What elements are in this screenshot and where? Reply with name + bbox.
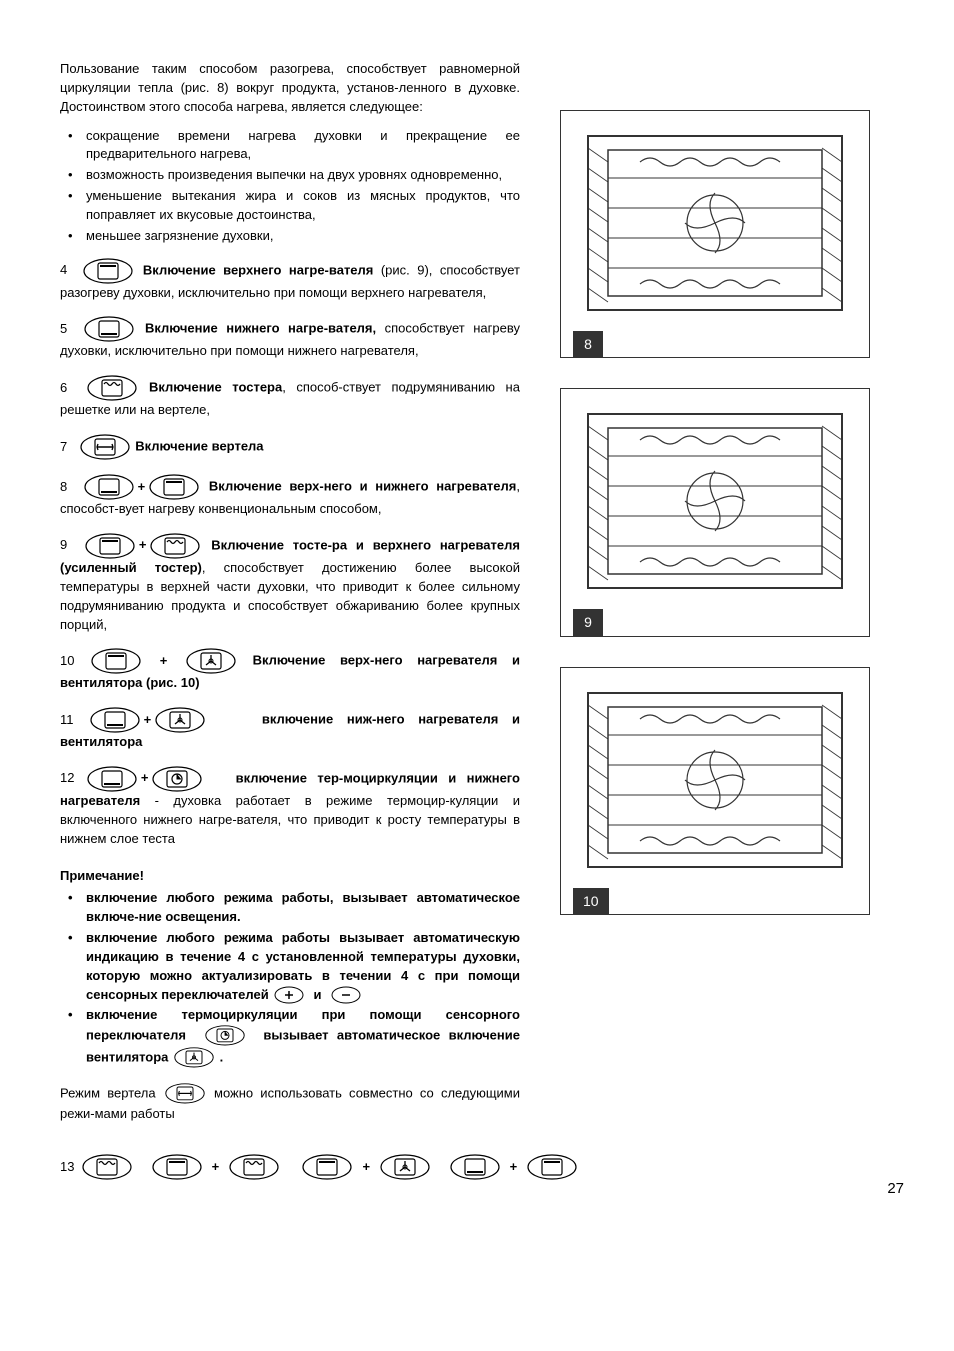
minus-button-icon [331,986,361,1004]
page-number: 27 [887,1178,904,1200]
plus-icon: + [510,1158,518,1177]
figure-label: 9 [573,609,603,635]
bottom-heat-icon [87,766,137,792]
top-heat-icon [85,533,135,559]
mode-10: 10 + Включение верх-него нагревателя и в… [60,648,520,693]
mode-8: 8 + Включение верх-него и нижнего нагрев… [60,474,520,519]
note-item: включение любого режима работы, вызывает… [86,889,520,927]
top-heat-icon [149,474,199,500]
spit-icon [165,1083,205,1105]
mode-9: 9 + Включение тосте-ра и верхнего нагрев… [60,533,520,634]
figure-label: 8 [573,331,603,357]
notes-list: включение любого режима работы, вызывает… [60,889,520,1069]
figures-column: 8 9 10 [560,60,870,1180]
mode-5: 5 Включение нижнего нагре-вателя, способ… [60,316,520,361]
bottom-heat-icon [450,1154,500,1180]
mode-4: 4 Включение верхнего нагре-вателя (рис. … [60,258,520,303]
mode-number: 7 [60,438,74,457]
benefits-list: сокращение времени нагрева духовки и пре… [60,127,520,246]
figure-9: 9 [560,388,870,636]
mode-title: Включение тостера [149,380,282,395]
thermocirc-icon [205,1025,245,1047]
grill-icon [229,1154,279,1180]
mode-title: Включение вертела [135,439,263,454]
note-item: включение любого режима работы вызывает … [86,929,520,1004]
mode-number: 5 [60,320,74,339]
grill-icon [87,375,137,401]
mode-number: 10 [60,652,74,671]
page: Пользование таким способом разогрева, сп… [60,60,904,1180]
grill-icon [82,1154,132,1180]
fan-icon [155,707,205,733]
mode-number: 12 [60,769,74,788]
mode-11: 11 + включение ниж-него нагревателя и ве… [60,707,520,752]
top-heat-icon [302,1154,352,1180]
main-column: Пользование таким способом разогрева, сп… [60,60,520,1180]
mode-number: 8 [60,478,74,497]
top-heat-icon [91,648,141,674]
figure-8: 8 [560,110,870,358]
benefit-item: сокращение времени нагрева духовки и пре… [86,127,520,165]
mode-13-row: 13 + + + [60,1154,520,1180]
plus-icon: + [160,653,168,668]
mode-6: 6 Включение тостера, способ-ствует подру… [60,375,520,420]
mode-number: 6 [60,379,74,398]
mode-12: 12 + включение тер-моциркуляции и нижнег… [60,766,520,849]
bottom-heat-icon [84,316,134,342]
spit-icon [80,434,130,460]
mode-number: 11 [60,711,74,730]
oven-diagram [573,123,857,323]
oven-diagram [573,680,857,880]
thermocirc-icon [152,766,202,792]
plus-icon: + [212,1158,220,1177]
figure-label: 10 [573,888,609,914]
fan-icon [380,1154,430,1180]
top-heat-icon [152,1154,202,1180]
plus-icon: + [362,1158,370,1177]
spit-combo-note: Режим вертела можно использовать совмест… [60,1083,520,1124]
oven-diagram [573,401,857,601]
mode-7: 7 Включение вертела [60,434,520,460]
mode-title: Включение верх-него и нижнего нагревател… [209,479,516,494]
intro-text: Пользование таким способом разогрева, сп… [60,60,520,117]
fan-icon [186,648,236,674]
mode-title: Включение нижнего нагре-вателя, [145,321,376,336]
fan-icon [174,1047,214,1069]
bottom-heat-icon [84,474,134,500]
mode-number: 13 [60,1158,74,1177]
plus-icon: + [139,537,147,552]
plus-icon: + [141,770,149,785]
mode-number: 9 [60,536,74,555]
mode-title: Включение верхнего нагре-вателя [143,262,373,277]
figure-10: 10 [560,667,870,915]
notes-heading: Примечание! [60,867,520,886]
top-heat-icon [83,258,133,284]
plus-button-icon [274,986,304,1004]
note-item: включение термоциркуляции при помощи сен… [86,1006,520,1069]
plus-icon: + [138,479,146,494]
bottom-heat-icon [90,707,140,733]
grill-icon [150,533,200,559]
benefit-item: возможность произведения выпечки на двух… [86,166,520,185]
benefit-item: уменьшение вытекания жира и соков из мяс… [86,187,520,225]
benefit-item: меньшее загрязнение духовки, [86,227,520,246]
mode-number: 4 [60,261,74,280]
plus-icon: + [144,712,152,727]
